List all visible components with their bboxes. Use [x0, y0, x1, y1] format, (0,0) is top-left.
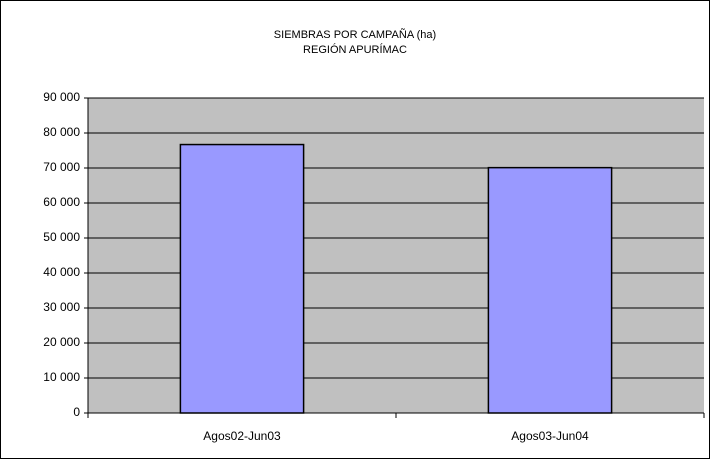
y-tick-label: 30 000 [43, 300, 80, 314]
x-tick-label: Agos03-Jun04 [511, 429, 589, 443]
y-tick-label: 50 000 [43, 230, 80, 244]
y-tick-label: 90 000 [43, 90, 80, 104]
chart-title: SIEMBRAS POR CAMPAÑA (ha) [274, 28, 436, 41]
chart-title: REGIÓN APURÍMAC [303, 43, 407, 56]
y-tick-label: 20 000 [43, 335, 80, 349]
bar [487, 166, 613, 414]
y-tick-label: 80 000 [43, 125, 80, 139]
y-tick-label: 0 [73, 405, 80, 419]
y-tick-label: 70 000 [43, 160, 80, 174]
x-tick-label: Agos02-Jun03 [203, 429, 281, 443]
y-tick-label: 40 000 [43, 265, 80, 279]
y-tick-label: 60 000 [43, 195, 80, 209]
bar [179, 143, 305, 414]
y-tick-label: 10 000 [43, 370, 80, 384]
